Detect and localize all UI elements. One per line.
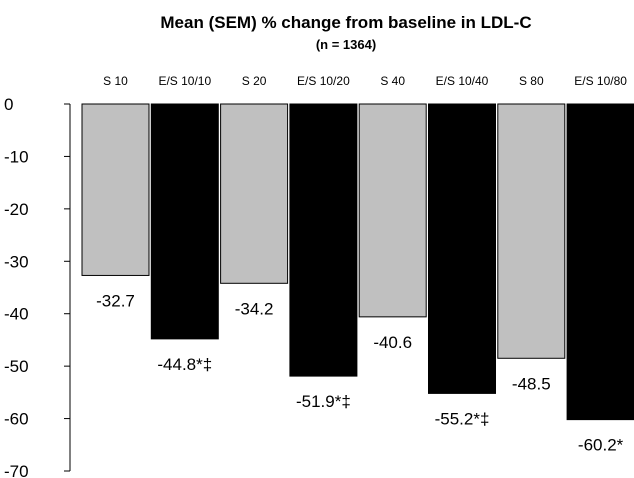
bar bbox=[358, 103, 427, 318]
data-label: -55.2*‡ bbox=[435, 409, 490, 428]
data-label: -51.9*‡ bbox=[296, 392, 351, 411]
category-label: S 10 bbox=[103, 74, 128, 88]
category-labels: S 10 E/S 10/10 S 20 E/S 10/20 S 40 E/S 10/40 S… bbox=[103, 74, 627, 88]
chart-subtitle: (n = 1364) bbox=[316, 37, 376, 52]
data-label: -48.5 bbox=[512, 374, 551, 393]
data-label: -44.8*‡ bbox=[157, 355, 212, 374]
data-label: -32.7 bbox=[96, 291, 135, 310]
category-label: S 20 bbox=[242, 74, 267, 88]
y-tick-label: -10 bbox=[4, 147, 29, 166]
y-tick-label: -60 bbox=[4, 410, 29, 429]
chart-title: Mean (SEM) % change from baseline in LDL… bbox=[160, 13, 531, 32]
y-tick-label: -20 bbox=[4, 200, 29, 219]
y-axis: 0 -10 -20 -30 -40 -50 -60 -70 bbox=[4, 95, 71, 478]
y-tick-label: 0 bbox=[4, 95, 13, 114]
bars bbox=[81, 103, 634, 421]
y-tick-label: -70 bbox=[4, 462, 29, 478]
category-label: E/S 10/20 bbox=[297, 74, 350, 88]
y-tick-label: -30 bbox=[4, 252, 29, 271]
category-label: S 40 bbox=[380, 74, 405, 88]
category-label: E/S 10/40 bbox=[436, 74, 489, 88]
y-tick-label: -40 bbox=[4, 305, 29, 324]
y-tick-label: -50 bbox=[4, 357, 29, 376]
data-label: -40.6 bbox=[373, 333, 412, 352]
category-label: E/S 10/10 bbox=[158, 74, 211, 88]
category-label: E/S 10/80 bbox=[574, 74, 627, 88]
bar bbox=[289, 103, 358, 377]
bar bbox=[428, 103, 496, 394]
bar bbox=[81, 103, 150, 276]
category-label: S 80 bbox=[519, 74, 544, 88]
bar bbox=[566, 103, 634, 421]
data-labels: -32.7 -44.8*‡ -34.2 -51.9*‡ -40.6 -55.2*‡ -48.… bbox=[96, 291, 624, 454]
data-label: -60.2* bbox=[578, 436, 624, 455]
bar bbox=[150, 103, 219, 340]
data-label: -34.2 bbox=[235, 299, 274, 318]
bar bbox=[220, 103, 289, 284]
bar bbox=[497, 103, 566, 359]
